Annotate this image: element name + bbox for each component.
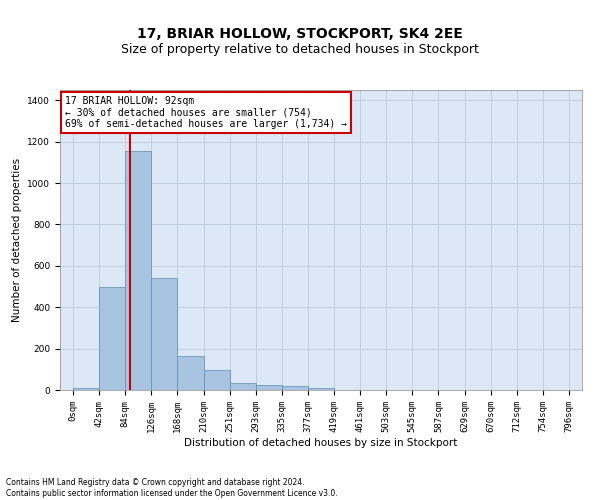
Bar (99, 286, 125, 390)
Bar (308, 388, 334, 390)
Text: Contains HM Land Registry data © Crown copyright and database right 2024.
Contai: Contains HM Land Registry data © Crown c… (6, 478, 338, 498)
Bar (73, 388, 99, 390)
Bar (282, 386, 308, 390)
Bar (256, 385, 282, 390)
Text: Size of property relative to detached houses in Stockport: Size of property relative to detached ho… (121, 42, 479, 56)
Y-axis label: Number of detached properties: Number of detached properties (12, 158, 22, 322)
Bar (151, 278, 178, 390)
Bar (230, 383, 256, 390)
Bar (125, 151, 151, 390)
Text: 17 BRIAR HOLLOW: 92sqm
← 30% of detached houses are smaller (754)
69% of semi-de: 17 BRIAR HOLLOW: 92sqm ← 30% of detached… (65, 96, 347, 129)
X-axis label: Distribution of detached houses by size in Stockport: Distribution of detached houses by size … (184, 438, 458, 448)
Text: 17, BRIAR HOLLOW, STOCKPORT, SK4 2EE: 17, BRIAR HOLLOW, STOCKPORT, SK4 2EE (137, 28, 463, 42)
Bar (178, 356, 203, 390)
Bar (203, 370, 230, 390)
